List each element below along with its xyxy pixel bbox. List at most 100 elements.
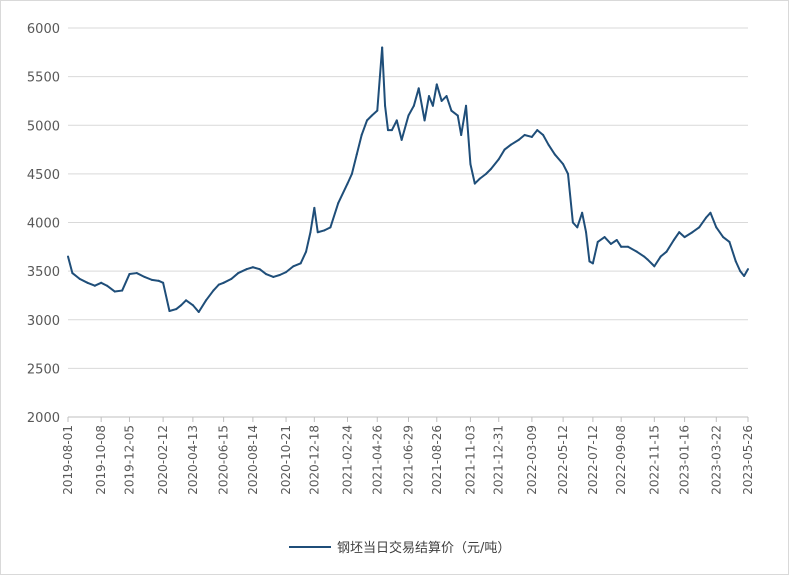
line-segment [678,231,686,239]
line-segment [743,268,749,277]
x-axis [67,416,749,422]
line-segment [212,283,220,292]
line-segment [168,308,178,312]
line-segment [162,281,171,312]
line-segment [665,239,675,253]
line-segment [417,87,426,122]
line-segment [497,148,506,161]
line-segment [278,271,288,277]
line-segment [316,229,326,234]
line-segment [562,163,569,175]
line-segment [509,138,520,146]
line-segment [106,284,116,293]
x-tick-label: 2022-05-12 [556,425,570,495]
line-segment [456,114,463,136]
line-segment [609,239,618,245]
line-segment [698,216,708,229]
x-tick-label: 2020-10-21 [279,425,293,495]
line-segment [576,211,584,229]
line-segment [734,260,742,273]
line-segment [230,272,240,280]
line-segment [547,143,556,156]
x-tick-label: 2021-11-03 [463,425,477,495]
line-segment [205,289,215,302]
line-segment [728,240,737,263]
line-segment [722,236,731,243]
line-segment [390,119,398,132]
line-segment [659,250,668,258]
line-segment [489,158,500,171]
line-segment [435,83,443,102]
legend: 钢坯当日交易结算价（元/吨） [289,540,510,556]
line-segment [191,304,200,313]
line-segment [309,206,316,234]
x-tick-label: 2020-02-12 [156,425,170,495]
line-segment [175,304,183,311]
line-segment [197,299,208,313]
x-tick-label: 2023-01-16 [678,425,692,495]
line-segment [635,250,646,258]
line-segment [86,281,96,287]
line-segment [536,129,545,136]
line-segment [672,231,681,241]
line-segment [542,133,550,146]
x-tick-label: 2022-03-09 [525,425,539,495]
x-tick-label: 2021-12-31 [492,425,506,495]
line-segment [346,172,353,185]
line-segment [265,273,275,278]
line-segment [478,172,488,180]
x-tick-label: 2020-04-13 [186,425,200,495]
line-segment [615,239,623,248]
gridlines [68,27,748,418]
series-layer [67,46,749,313]
line-segment [709,211,718,229]
line-segment [603,236,612,245]
line-segment [384,104,389,132]
line-segment [567,172,574,224]
line-segment [440,95,448,102]
line-segment [381,46,387,107]
line-segment [465,104,472,166]
line-segment [128,272,138,276]
line-segment [431,83,438,107]
line-segment [355,133,363,156]
line-segment [337,182,349,205]
line-segment [585,231,591,263]
y-axis-tick-labels: 2000 2500 3000 3500 4000 4500 5000 5500 6000 [27,22,60,426]
line-segment [591,240,599,265]
line-segment [285,265,295,274]
line-segment [185,299,194,307]
x-tick-label: 2020-06-15 [217,425,231,495]
line-segment [412,87,420,107]
line-segment [485,168,492,175]
line-segment [71,272,81,280]
y-tick-label: 5000 [27,119,60,134]
line-segment [121,273,131,292]
y-tick-label: 5500 [27,71,60,86]
y-tick-label: 2500 [27,362,60,377]
x-tick-label: 2022-07-12 [586,425,600,495]
line-segment [180,299,188,307]
x-tick-label: 2019-10-08 [94,425,108,495]
line-segment [715,226,725,239]
line-segment [78,277,89,284]
line-segment [67,255,74,275]
line-segment [329,202,340,229]
y-tick-label: 4000 [27,217,60,232]
x-tick-label: 2019-12-05 [122,425,136,495]
line-segment [150,278,160,282]
line-segment [100,281,109,287]
line-segment [523,133,533,138]
x-tick-label: 2021-08-26 [430,425,444,495]
line-segment [292,262,302,268]
x-tick-label: 2022-09-08 [614,425,628,495]
line-segment [400,114,410,141]
legend-label: 钢坯当日交易结算价（元/吨） [337,540,510,556]
line-segment [627,245,638,253]
line-segment [258,268,268,276]
line-segment [553,153,565,166]
line-segment [646,258,656,268]
x-tick-label: 2020-12-18 [307,425,321,495]
line-segment [445,95,453,112]
x-tick-label: 2021-04-26 [370,425,384,495]
